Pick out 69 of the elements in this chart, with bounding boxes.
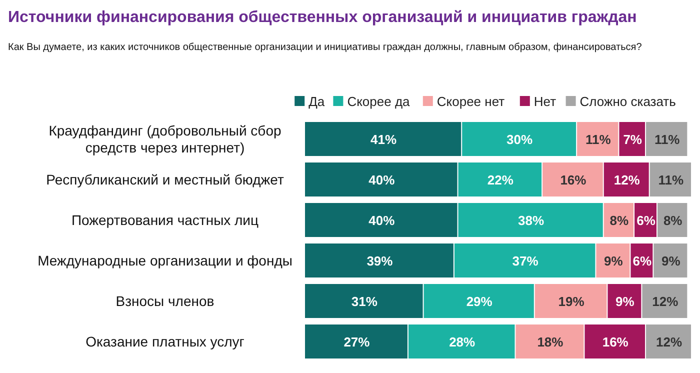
data-label: 11% xyxy=(654,132,680,147)
bar xyxy=(408,324,515,358)
data-label: 6% xyxy=(632,254,652,268)
bar xyxy=(305,284,423,318)
data-label: 40% xyxy=(368,213,396,228)
data-label: 37% xyxy=(512,254,539,268)
bar xyxy=(604,162,649,196)
y-tick-label: Международные организации и фонды xyxy=(38,252,292,268)
data-label: 6% xyxy=(636,213,656,228)
data-label: 11% xyxy=(585,132,612,147)
data-label: 9% xyxy=(604,254,624,268)
data-label: 9% xyxy=(662,254,681,268)
data-label: 41% xyxy=(370,132,397,147)
bar xyxy=(305,162,458,196)
data-label: 12% xyxy=(614,172,640,188)
bar xyxy=(458,162,542,196)
chart-subtitle: Как Вы думаете, из каких источников общественные организации и инициативы граждан должны, главным образом, финансироваться? xyxy=(8,42,642,53)
y-tick-label: Взносы членов xyxy=(116,293,214,309)
data-label: 29% xyxy=(466,294,493,309)
data-label: 18% xyxy=(537,334,564,350)
data-label: 12% xyxy=(652,294,679,309)
chart-title: Источники финансирования общественных организаций и инициатив граждан xyxy=(8,9,637,26)
bar xyxy=(650,162,691,196)
bar xyxy=(462,122,576,156)
y-tick-label: Пожертвования частных лиц xyxy=(71,212,259,228)
data-label: 8% xyxy=(610,213,630,228)
legend-label: Нет xyxy=(534,94,556,109)
bar xyxy=(534,284,607,318)
bar xyxy=(646,122,688,156)
legend-label: Сложно сказать xyxy=(580,94,676,109)
data-label: 8% xyxy=(663,213,683,228)
bar xyxy=(654,244,688,278)
y-tick-label: Краудфандинг (добровольный сбор средств через интернет) xyxy=(48,122,282,156)
data-label: 7% xyxy=(623,132,642,147)
bar xyxy=(608,284,642,318)
bar xyxy=(642,284,688,318)
y-tick-label: Республиканский и местный бюджет xyxy=(46,172,284,188)
data-label: 40% xyxy=(368,172,396,188)
data-label: 19% xyxy=(558,294,585,309)
legend-label: Да xyxy=(308,94,326,109)
bar xyxy=(584,324,646,358)
data-label: 9% xyxy=(616,294,635,309)
bar xyxy=(596,244,630,278)
data-label: 28% xyxy=(449,334,476,350)
data-label: 30% xyxy=(506,132,534,147)
data-label: 16% xyxy=(560,172,587,188)
data-label: 31% xyxy=(351,294,378,309)
bar xyxy=(454,244,596,278)
data-label: 22% xyxy=(487,172,514,188)
bar xyxy=(424,284,534,318)
y-tick-label: Оказание платных услуг xyxy=(86,334,244,350)
bar xyxy=(305,244,454,278)
bar xyxy=(458,203,603,237)
bar xyxy=(516,324,584,358)
data-label: 39% xyxy=(366,254,394,268)
legend-label: Скорее нет xyxy=(436,94,505,109)
data-label: 12% xyxy=(656,334,682,350)
bar xyxy=(305,324,408,358)
bar xyxy=(542,162,603,196)
bar xyxy=(646,324,691,358)
data-label: 16% xyxy=(602,334,629,350)
bar xyxy=(305,122,462,156)
legend-label: Скорее да xyxy=(347,94,411,109)
bar xyxy=(577,122,618,156)
bar xyxy=(619,122,646,156)
bar xyxy=(305,203,458,237)
data-label: 27% xyxy=(344,334,370,350)
data-label: 38% xyxy=(518,213,545,228)
data-label: 11% xyxy=(658,172,684,188)
